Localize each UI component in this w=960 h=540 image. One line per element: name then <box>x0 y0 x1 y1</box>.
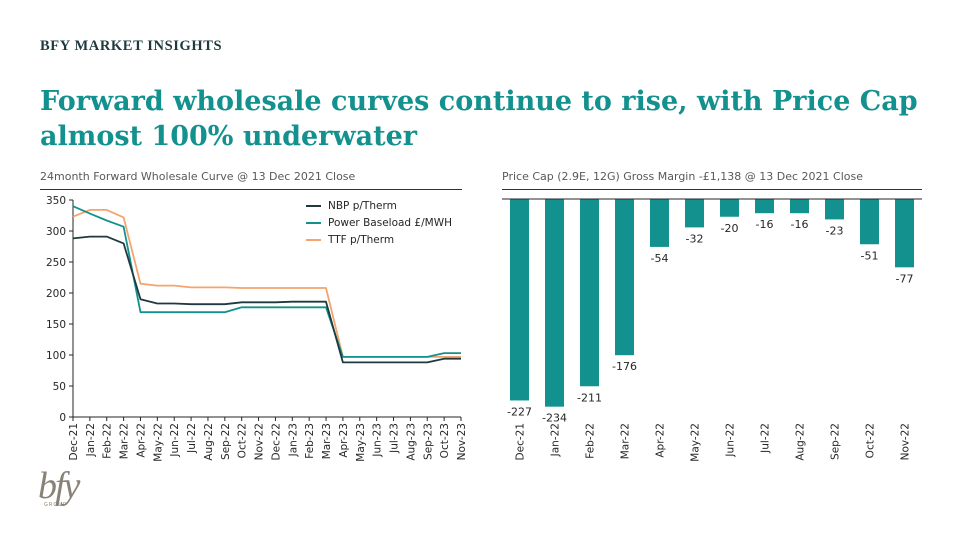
page-headline: Forward wholesale curves continue to ris… <box>40 86 918 152</box>
x-tick-label: Feb-23 <box>304 423 316 459</box>
legend-label: Power Baseload £/MWH <box>328 216 452 229</box>
bar-Feb-22 <box>580 199 599 387</box>
bar-data-label: -227 <box>507 405 532 418</box>
y-tick-label: 0 <box>59 412 66 424</box>
bar-category-label: Feb-22 <box>585 423 597 459</box>
x-tick-label: Mar-22 <box>119 423 131 459</box>
bar-Sep-22 <box>825 199 844 220</box>
legend-label: NBP p/Therm <box>328 199 397 212</box>
x-tick-label: Mar-23 <box>321 423 333 459</box>
bar-chart-title-rule <box>502 189 922 190</box>
legend-swatch <box>306 238 321 241</box>
y-tick-label: 300 <box>46 226 66 238</box>
bar-category-label: Sep-22 <box>830 423 842 460</box>
legend-item: Power Baseload £/MWH <box>306 214 452 231</box>
logo-wordmark: bfy <box>38 465 80 507</box>
x-tick-label: Jun-23 <box>372 423 384 458</box>
line-chart-title: 24month Forward Wholesale Curve @ 13 Dec… <box>40 170 356 183</box>
x-tick-label: Jul-22 <box>186 423 198 454</box>
legend-swatch <box>306 204 321 207</box>
bar-Dec-21 <box>510 199 529 401</box>
bar-Aug-22 <box>790 199 809 214</box>
x-tick-label: May-23 <box>355 423 367 462</box>
x-tick-label: Apr-22 <box>135 423 147 458</box>
bar-category-label: Dec-21 <box>515 423 527 460</box>
legend-swatch <box>306 221 321 224</box>
bar-category-label: Jun-22 <box>725 423 737 458</box>
bar-Oct-22 <box>860 199 879 245</box>
series-line-power-baseload-mwh <box>72 205 461 358</box>
x-tick-label: Nov-23 <box>456 423 468 460</box>
x-tick-label: Apr-23 <box>338 423 350 458</box>
bar-category-label: May-22 <box>690 423 702 462</box>
bar-data-label: -211 <box>577 391 602 404</box>
x-tick-label: Jan-23 <box>287 423 299 457</box>
bar-category-label: Jul-22 <box>760 423 772 454</box>
bar-data-label: -176 <box>612 360 637 373</box>
line-chart-legend: NBP p/Therm Power Baseload £/MWH TTF p/The… <box>306 197 452 248</box>
y-tick-label: 150 <box>46 319 66 331</box>
y-tick-label: 250 <box>46 257 66 269</box>
bar-data-label: -51 <box>861 249 879 262</box>
x-tick-label: Aug-23 <box>405 423 417 461</box>
bar-category-label: Aug-22 <box>795 423 807 461</box>
x-tick-label: Feb-22 <box>102 423 114 459</box>
y-tick-label: 200 <box>46 288 66 300</box>
x-tick-label: Sep-23 <box>422 423 434 460</box>
y-tick-label: 50 <box>53 381 66 393</box>
x-tick-label: Jun-22 <box>169 423 181 458</box>
bar-data-label: -16 <box>791 218 809 231</box>
x-tick-label: Dec-21 <box>68 423 80 460</box>
bar-Jun-22 <box>720 199 739 217</box>
bar-category-label: Oct-22 <box>865 423 877 458</box>
line-chart-title-rule <box>40 189 462 190</box>
bar-data-label: -23 <box>826 224 844 237</box>
brand-title: BFY MARKET INSIGHTS <box>40 38 223 54</box>
x-tick-label: Dec-22 <box>270 423 282 460</box>
bar-data-label: -54 <box>651 252 669 265</box>
bar-category-label: Nov-22 <box>900 423 912 460</box>
x-tick-label: Oct-23 <box>439 423 451 458</box>
y-tick-label: 350 <box>46 195 66 207</box>
x-tick-label: Oct-22 <box>237 423 249 458</box>
bar-data-label: -16 <box>756 218 774 231</box>
x-tick-label: Nov-22 <box>254 423 266 460</box>
bar-data-label: -77 <box>896 272 914 285</box>
bfy-logo: bfy GROUP <box>38 466 90 522</box>
bar-Mar-22 <box>615 199 634 356</box>
x-tick-label: Sep-22 <box>220 423 232 460</box>
bar-category-label: Mar-22 <box>620 423 632 459</box>
x-tick-label: May-22 <box>152 423 164 462</box>
logo-subtitle: GROUP <box>44 502 67 508</box>
bar-data-label: -234 <box>542 412 567 425</box>
bar-category-label: Apr-22 <box>655 423 667 458</box>
x-tick-label: Jul-23 <box>389 423 401 454</box>
bar-Apr-22 <box>650 199 669 247</box>
y-tick-label: 100 <box>46 350 66 362</box>
bar-category-label: Jan-22 <box>550 423 562 457</box>
bar-data-label: -20 <box>721 222 739 235</box>
bar-data-label: -32 <box>686 232 704 245</box>
bar-Jan-22 <box>545 199 564 407</box>
x-tick-label: Jan-22 <box>85 423 97 457</box>
legend-item: NBP p/Therm <box>306 197 452 214</box>
bar-May-22 <box>685 199 704 228</box>
bar-Nov-22 <box>895 199 914 268</box>
bar-Jul-22 <box>755 199 774 214</box>
x-tick-label: Aug-22 <box>203 423 215 461</box>
bar-chart-title: Price Cap (2.9E, 12G) Gross Margin -£1,1… <box>502 170 864 183</box>
legend-label: TTF p/Therm <box>328 233 395 246</box>
series-line-nbp-p-therm <box>72 235 461 364</box>
legend-item: TTF p/Therm <box>306 231 452 248</box>
